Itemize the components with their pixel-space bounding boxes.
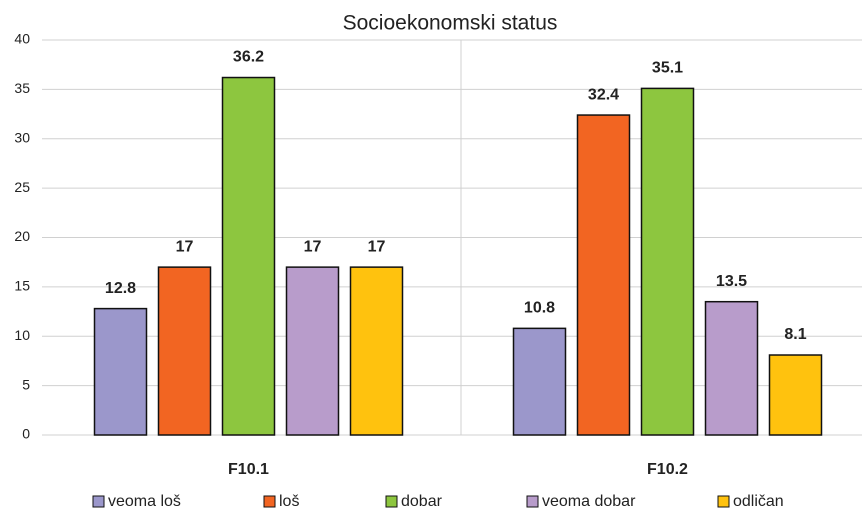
bar bbox=[285, 266, 340, 436]
bar bbox=[640, 87, 695, 436]
y-tick-label: 0 bbox=[22, 426, 30, 442]
y-tick-label: 10 bbox=[14, 327, 30, 343]
y-tick-label: 35 bbox=[14, 80, 30, 96]
data-label: 36.2 bbox=[233, 49, 264, 66]
data-label: 35.1 bbox=[652, 60, 683, 77]
bar bbox=[768, 354, 823, 436]
bar bbox=[512, 327, 567, 436]
legend-swatch bbox=[385, 495, 398, 508]
data-label: 17 bbox=[368, 238, 386, 255]
legend-label: veoma dobar bbox=[542, 493, 636, 510]
bar bbox=[221, 76, 276, 436]
legend-swatch bbox=[717, 495, 730, 508]
x-tick-label: F10.2 bbox=[647, 461, 688, 478]
legend-label: loš bbox=[279, 493, 299, 510]
bar bbox=[704, 300, 759, 436]
data-label: 17 bbox=[176, 238, 194, 255]
legend-swatch bbox=[92, 495, 105, 508]
data-label: 17 bbox=[304, 238, 322, 255]
y-tick-label: 30 bbox=[14, 129, 30, 145]
y-tick-label: 25 bbox=[14, 179, 30, 195]
bar bbox=[576, 114, 631, 436]
legend-label: dobar bbox=[401, 493, 443, 510]
bar bbox=[349, 266, 404, 436]
y-tick-label: 40 bbox=[14, 31, 30, 47]
y-tick-label: 20 bbox=[14, 228, 30, 244]
data-label: 10.8 bbox=[524, 300, 555, 317]
x-tick-label: F10.1 bbox=[228, 461, 269, 478]
legend-label: veoma loš bbox=[108, 493, 181, 510]
data-label: 13.5 bbox=[716, 273, 747, 290]
legend-label: odličan bbox=[733, 493, 784, 510]
legend-swatch bbox=[526, 495, 539, 508]
bar bbox=[93, 307, 148, 436]
data-label: 32.4 bbox=[588, 86, 619, 103]
legend-swatch bbox=[263, 495, 276, 508]
chart-title: Socioekonomski status bbox=[343, 12, 558, 35]
data-label: 12.8 bbox=[105, 280, 136, 297]
y-tick-label: 5 bbox=[22, 376, 30, 392]
y-tick-label: 15 bbox=[14, 278, 30, 294]
bar bbox=[157, 266, 212, 436]
data-label: 8.1 bbox=[784, 326, 806, 343]
